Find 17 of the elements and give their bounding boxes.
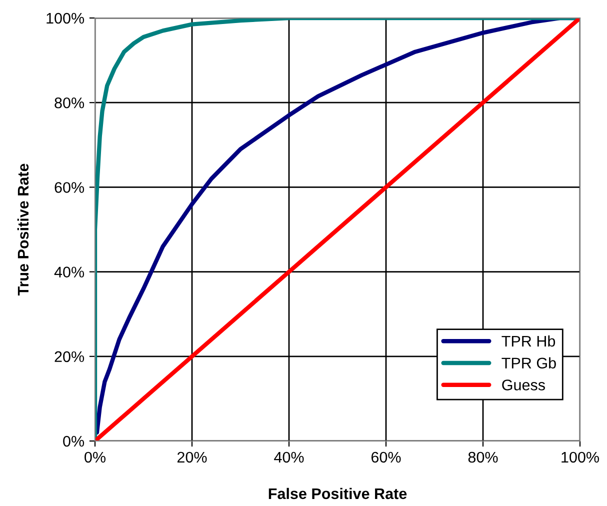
x-tick-label: 40% [274,452,304,463]
legend-label: Guess [502,380,545,390]
x-tick-label: 0% [84,452,106,463]
y-tick-label: 0% [63,436,84,447]
y-tick-label: 40% [54,266,84,278]
y-tick-label: 100% [46,12,84,24]
y-tick-label: 60% [54,182,84,193]
legend-label: TPR Gb [502,357,556,369]
x-axis-title: False Positive Rate [268,488,407,500]
y-tick-label: 80% [54,97,84,108]
x-tick-label: 60% [371,452,401,463]
x-tick-label: 100% [562,452,599,463]
y-axis-title: True Positive Rate [17,164,29,296]
y-tick-label: 20% [54,351,84,362]
x-tick-label: 80% [468,452,498,463]
x-tick-label: 20% [177,452,207,463]
legend-label: TPR Hb [502,335,556,347]
